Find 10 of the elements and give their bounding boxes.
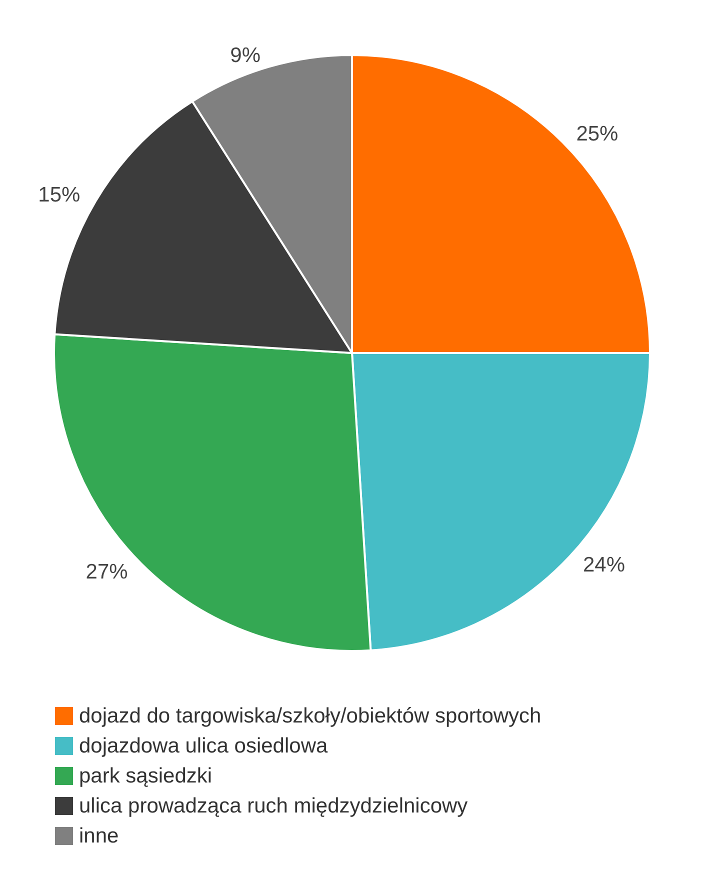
legend-label: dojazd do targowiska/szkoły/obiektów sportowych [79,704,542,728]
legend-label: park sąsiedzki [79,764,212,788]
data-label: 9% [230,44,261,67]
legend-label: ulica prowadząca ruch międzydzielnicowy [79,794,468,818]
data-label: 15% [38,184,80,207]
data-label: 24% [582,554,626,577]
legend-label: inne [79,824,119,848]
legend-label: dojazdowa ulica osiedlowa [79,734,328,758]
data-label: 25% [576,122,618,146]
data-label: 27% [86,560,128,584]
